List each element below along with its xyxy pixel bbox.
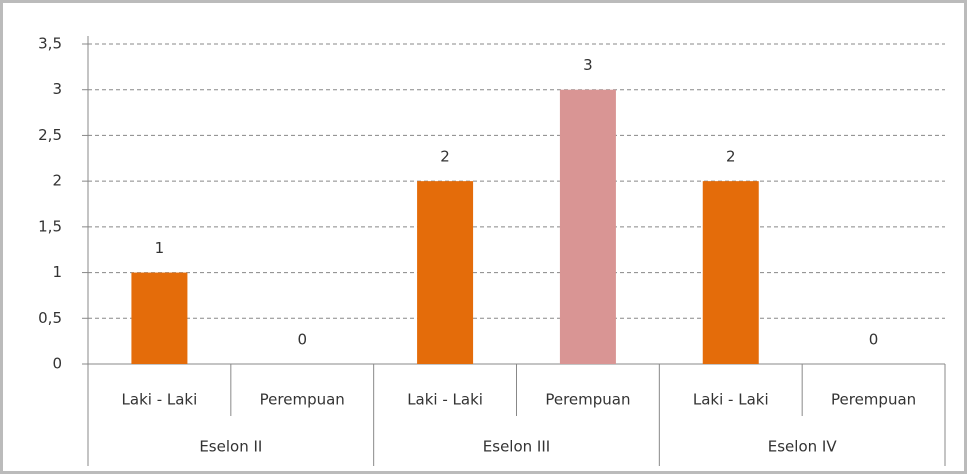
bar <box>702 181 759 364</box>
data-label: 1 <box>155 239 165 257</box>
y-tick-label: 3 <box>52 80 62 98</box>
group-label: Eselon IV <box>768 438 838 456</box>
x-tick-label: Laki - Laki <box>122 391 198 409</box>
y-tick-label: 2,5 <box>38 126 62 144</box>
x-tick-label: Perempuan <box>831 391 916 409</box>
data-label: 0 <box>297 331 307 349</box>
bar <box>559 89 616 364</box>
y-tick-label: 0 <box>52 355 62 373</box>
y-tick-label: 3,5 <box>38 35 62 53</box>
bar <box>417 181 474 364</box>
group-label: Eselon III <box>483 438 550 456</box>
x-tick-label: Laki - Laki <box>407 391 483 409</box>
y-tick-label: 1 <box>52 263 62 281</box>
data-label: 2 <box>440 148 450 166</box>
x-tick-label: Perempuan <box>545 391 630 409</box>
bar <box>131 272 188 364</box>
x-tick-label: Perempuan <box>260 391 345 409</box>
x-tick-label: Laki - Laki <box>693 391 769 409</box>
data-label: 2 <box>726 148 736 166</box>
y-tick-label: 0,5 <box>38 309 62 327</box>
group-label: Eselon II <box>199 438 262 456</box>
y-tick-label: 2 <box>52 172 62 190</box>
data-label: 0 <box>869 331 879 349</box>
data-label: 3 <box>583 56 593 74</box>
y-tick-label: 1,5 <box>38 217 62 235</box>
